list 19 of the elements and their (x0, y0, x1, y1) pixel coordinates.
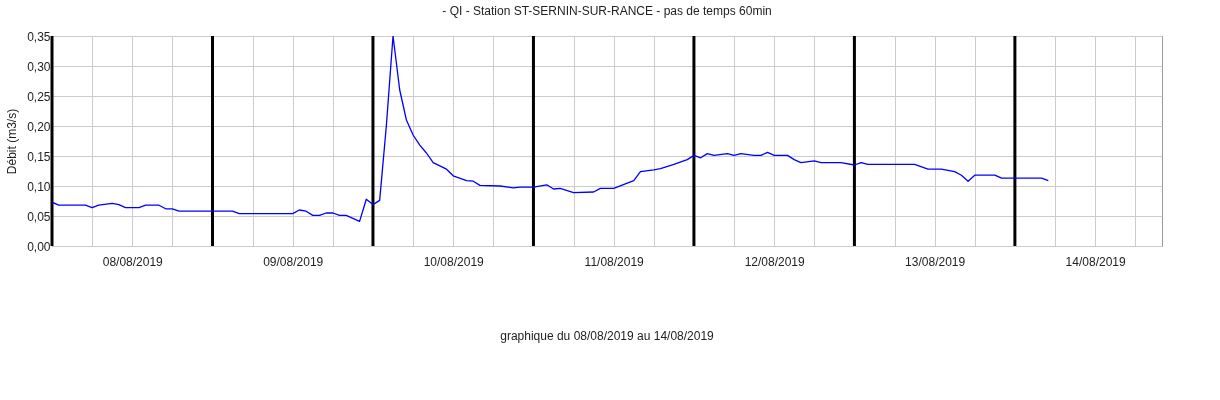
y-tick-label: 0,35 (27, 29, 51, 44)
y-tick-label: 0,05 (27, 209, 51, 224)
y-tick-label: 0,20 (27, 119, 51, 134)
text: graphique du 08/08/2019 au 14/08/2019 (500, 329, 715, 343)
x-tick-label: 14/08/2019 (1065, 254, 1126, 269)
x-tick-label: 10/08/2019 (423, 254, 485, 269)
y-tick-label: 0,25 (27, 89, 51, 104)
x-tick-label: 13/08/2019 (905, 254, 966, 269)
y-tick-label: 0,30 (27, 59, 51, 74)
x-tick-label: 08/08/2019 (102, 254, 164, 269)
x-tick-label: 12/08/2019 (744, 254, 806, 269)
y-tick-label: 0,10 (27, 179, 51, 194)
chart-title: - QI - Station ST-SERNIN-SUR-RANCE - pas de temps 60min (442, 4, 772, 18)
y-tick-label: 0,15 (27, 149, 51, 164)
line-series (52, 36, 1049, 223)
y-axis-title: Débit (m3/s) (5, 108, 20, 175)
x-tick-label: 09/08/2019 (263, 254, 324, 269)
x-tick-label: 11/08/2019 (584, 254, 645, 269)
y-tick-label: 0,00 (27, 239, 51, 254)
